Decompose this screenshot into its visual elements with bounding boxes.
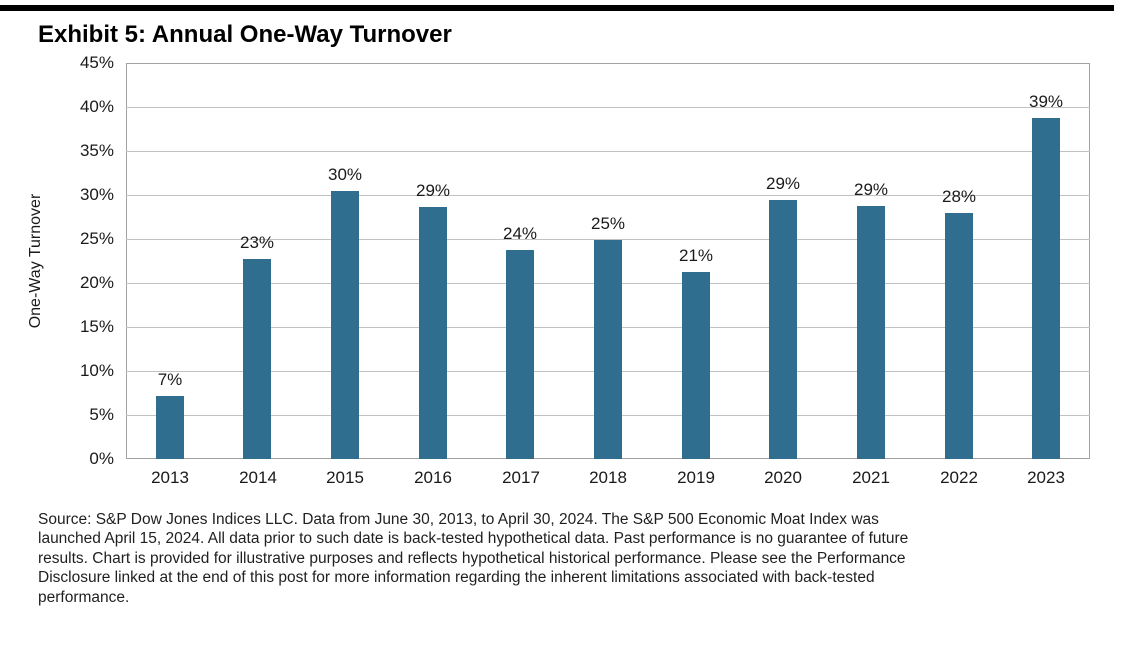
bar-value-label: 23%: [239, 233, 275, 252]
bar: [1032, 118, 1060, 459]
y-axis-title: One-Way Turnover: [27, 193, 44, 329]
x-tick-label: 2013: [151, 468, 189, 487]
y-tick-label: 5%: [89, 405, 114, 424]
y-tick-label: 30%: [79, 185, 114, 204]
source-note-line: Source: S&P Dow Jones Indices LLC. Data …: [38, 511, 879, 528]
bar-value-label: 25%: [590, 214, 626, 233]
bar: [506, 250, 534, 459]
bar: [331, 191, 359, 459]
bar: [945, 213, 973, 459]
gridline: [126, 151, 1090, 152]
gridline: [126, 107, 1090, 108]
source-note-line: performance.: [38, 588, 130, 606]
x-tick-label: 2017: [502, 468, 540, 487]
y-tick-label: 40%: [79, 97, 114, 116]
x-tick-label: 2023: [1027, 468, 1065, 487]
x-tick-label: 2018: [589, 468, 627, 487]
bar: [857, 206, 885, 459]
source-note: Source: S&P Dow Jones Indices LLC. Data …: [38, 510, 1123, 607]
bar-value-label: 21%: [678, 246, 714, 265]
y-tick-label: 20%: [79, 273, 114, 292]
bar-value-label: 30%: [327, 165, 363, 184]
source-note-line: Disclosure linked at the end of this pos…: [38, 569, 875, 587]
x-tick-label: 2022: [940, 468, 978, 487]
x-tick-label: 2016: [414, 468, 452, 487]
y-tick-label: 45%: [79, 53, 114, 72]
bar: [243, 259, 271, 459]
y-tick-label: 25%: [79, 229, 114, 248]
x-tick-label: 2020: [764, 468, 802, 487]
bar: [769, 200, 797, 459]
y-tick-label: 0%: [89, 449, 114, 468]
x-tick-label: 2015: [326, 468, 364, 487]
gridline: [126, 239, 1090, 240]
bar: [419, 207, 447, 459]
y-tick-label: 10%: [79, 361, 114, 380]
bar-value-label: 28%: [941, 187, 977, 206]
top-rule: [0, 5, 1114, 11]
x-tick-label: 2021: [852, 468, 890, 487]
y-tick-label: 15%: [79, 317, 114, 336]
bar: [594, 240, 622, 459]
source-note-line: launched April 15, 2024. All data prior …: [38, 530, 909, 548]
bar-value-label: 7%: [157, 370, 183, 389]
bar: [156, 396, 184, 459]
exhibit-title: Exhibit 5: Annual One-Way Turnover: [38, 21, 452, 48]
bar-value-label: 29%: [765, 174, 801, 193]
x-tick-label: 2014: [239, 468, 277, 487]
x-tick-label: 2019: [677, 468, 715, 487]
gridline: [126, 195, 1090, 196]
bar-value-label: 29%: [853, 180, 889, 199]
bar: [682, 272, 710, 459]
y-tick-label: 35%: [79, 141, 114, 160]
bar-value-label: 29%: [415, 181, 451, 200]
bar-value-label: 24%: [502, 224, 538, 243]
source-note-line: results. Chart is provided for illustrat…: [38, 549, 906, 567]
bar-value-label: 39%: [1028, 92, 1064, 111]
